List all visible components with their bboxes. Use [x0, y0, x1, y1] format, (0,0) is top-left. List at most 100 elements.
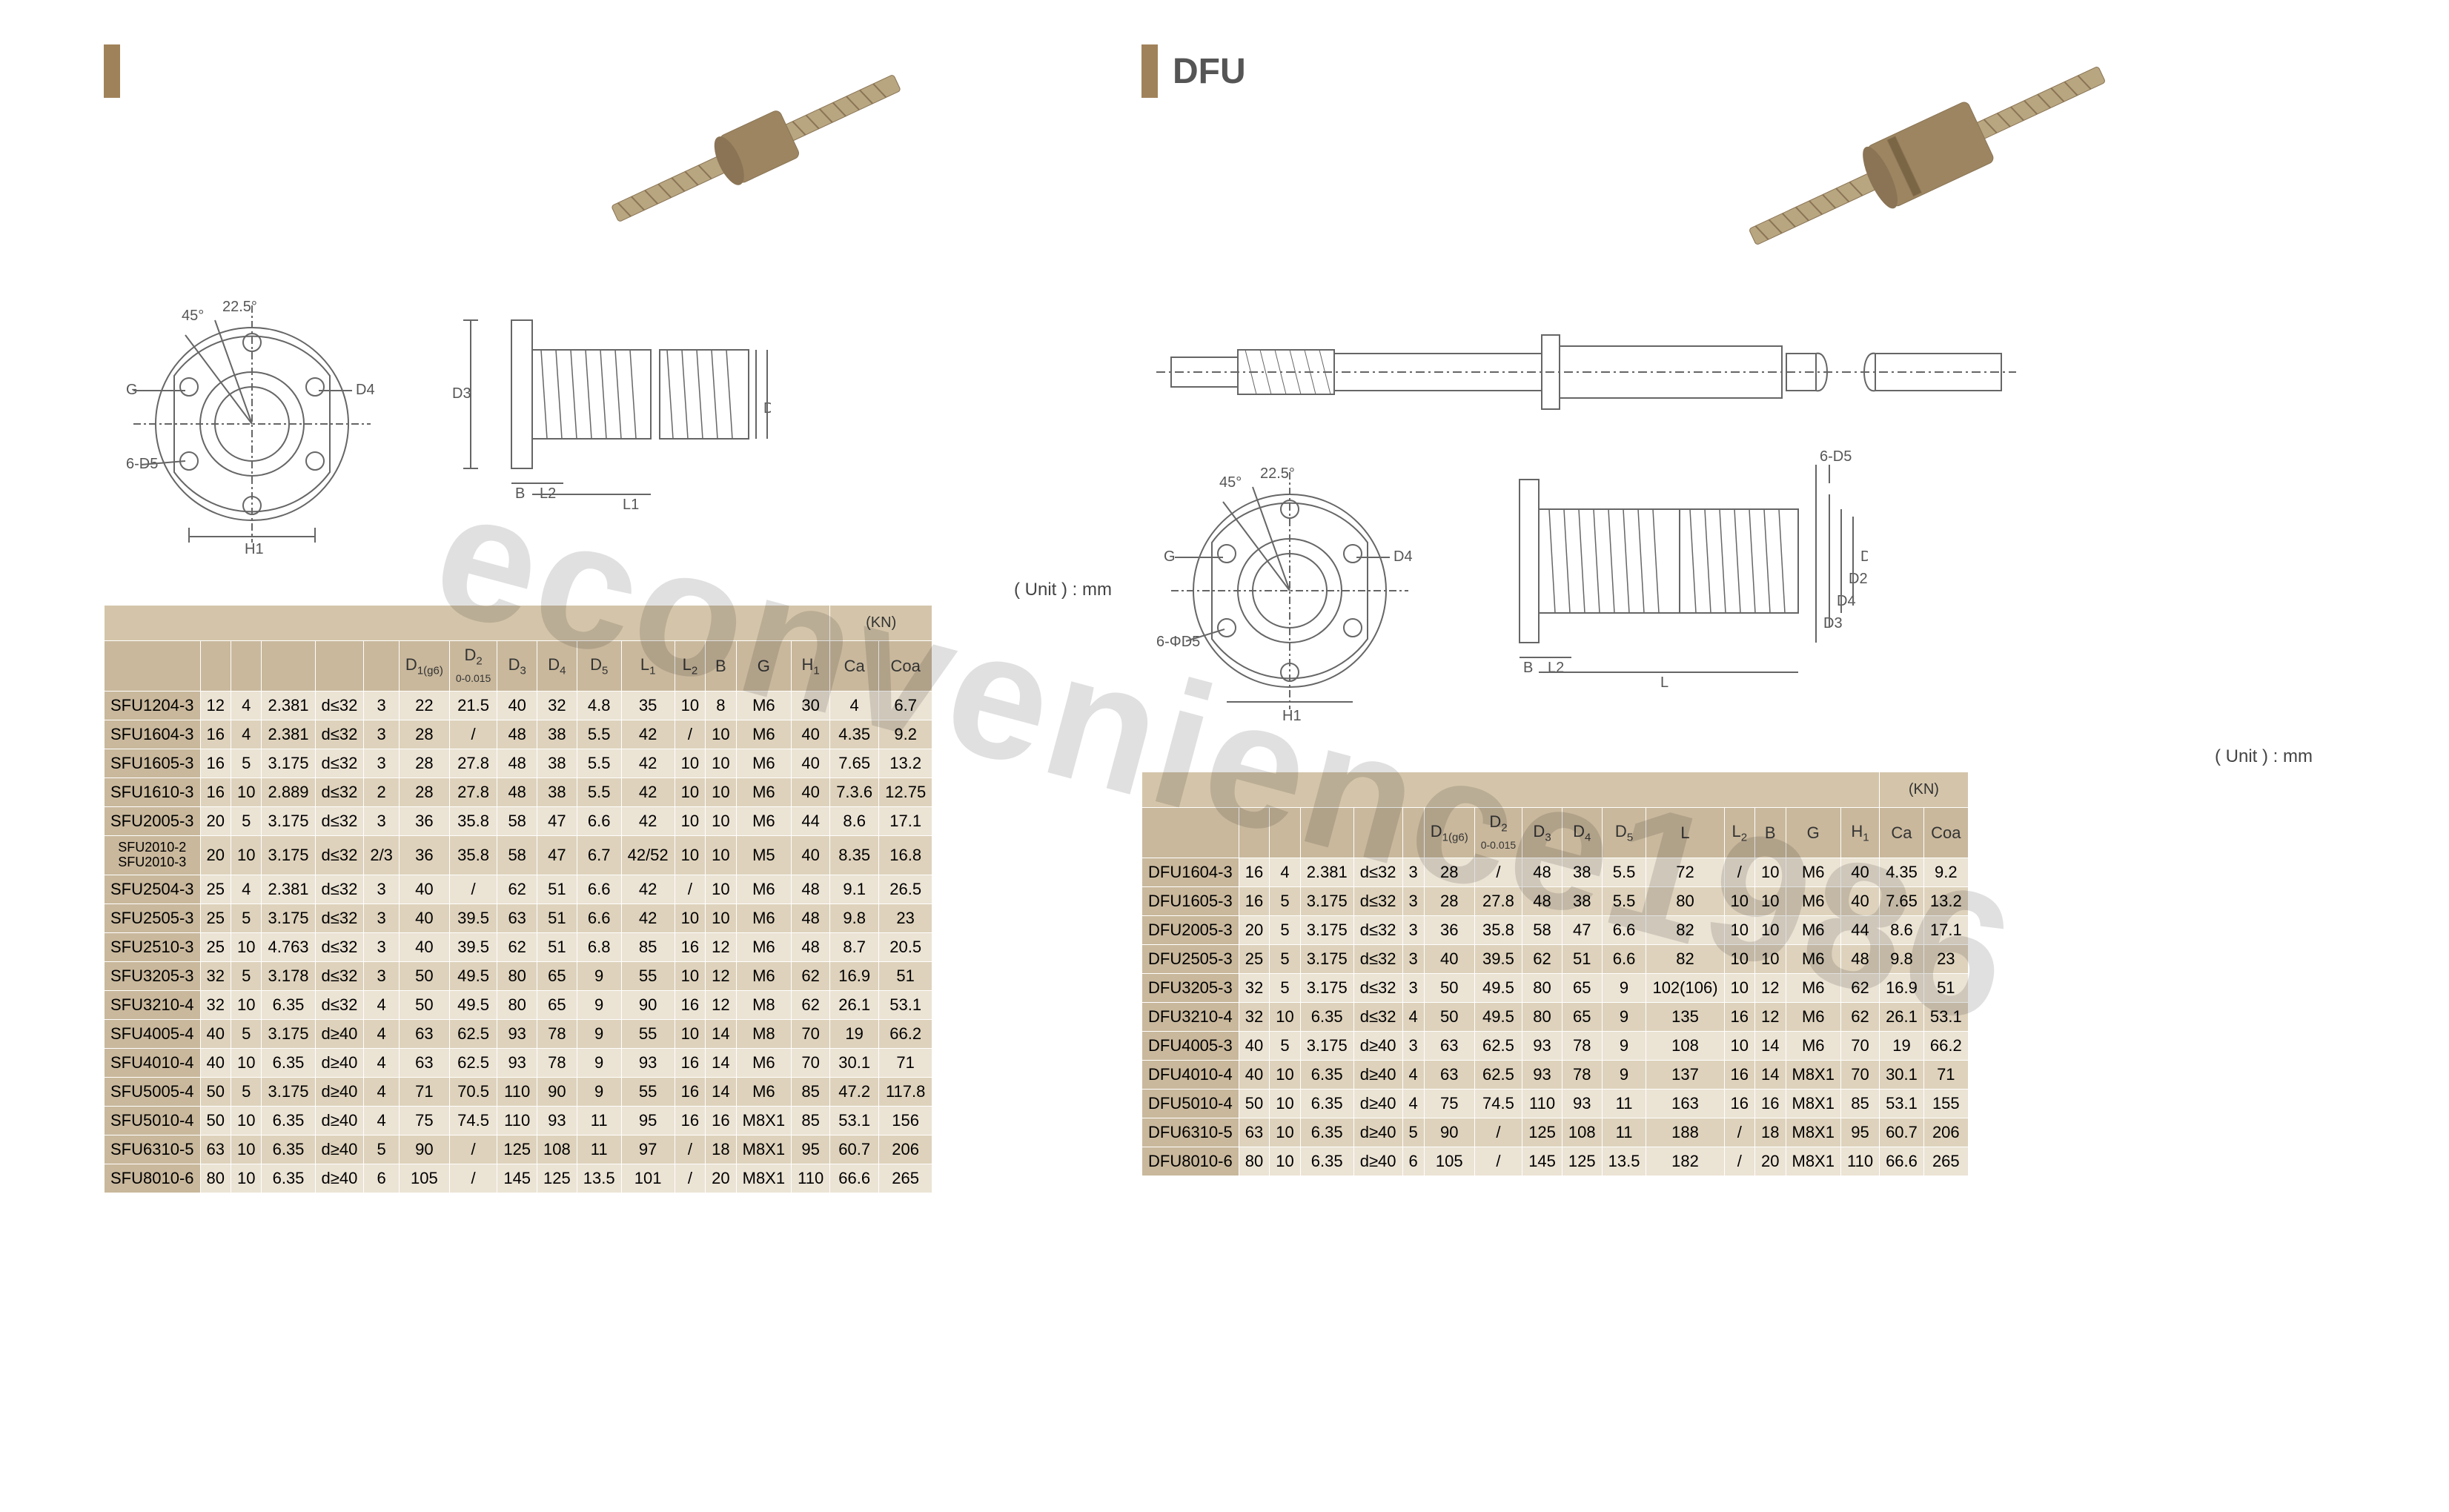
dfu-cell: 108	[1562, 1118, 1602, 1147]
sfu-cell: 74.5	[449, 1106, 497, 1135]
dfu-cell: 78	[1562, 1061, 1602, 1090]
sfu-cell: 10	[675, 778, 705, 807]
sfu-cell: 3	[364, 749, 400, 778]
dfu-cell: 25	[1239, 945, 1269, 974]
sfu-cell: 51	[879, 961, 932, 990]
sfu-cell: 3.175	[262, 1019, 315, 1048]
dfu-cell: d≥40	[1353, 1118, 1402, 1147]
svg-text:L2: L2	[1548, 660, 1564, 676]
dfu-cell: 62.5	[1474, 1032, 1522, 1061]
dfu-col-7: D20-0.015	[1474, 808, 1522, 858]
dfu-cell: M6	[1786, 858, 1840, 887]
sfu-cell: 5.5	[577, 749, 621, 778]
sfu-cell: 25	[200, 903, 231, 932]
sfu-cell: 27.8	[449, 749, 497, 778]
sfu-cell: /	[675, 1164, 705, 1193]
sfu-cell: 62	[497, 875, 537, 903]
sfu-cell: 30.1	[830, 1048, 879, 1077]
sfu-cell: 62.5	[449, 1048, 497, 1077]
dfu-cell: 10	[1270, 1061, 1300, 1090]
dfu-cell: 32	[1239, 1003, 1269, 1032]
sfu-cell: 70.5	[449, 1077, 497, 1106]
sfu-cell: 10	[675, 961, 705, 990]
dfu-cell: 36	[1424, 916, 1474, 945]
sfu-cell: 5.5	[577, 778, 621, 807]
sfu-cell: 10	[706, 807, 736, 836]
dfu-cell: 40	[1424, 945, 1474, 974]
sfu-cell: 5	[231, 749, 262, 778]
sfu-cell: M6	[736, 1048, 791, 1077]
dfu-cell: DFU2505-3	[1142, 945, 1239, 974]
sfu-cell: 66.6	[830, 1164, 879, 1193]
dfu-cell: 108	[1646, 1032, 1724, 1061]
sfu-cell: 48	[792, 875, 830, 903]
dfu-cell: 40	[1239, 1061, 1269, 1090]
dfu-col-13: B	[1755, 808, 1786, 858]
sfu-row: SFU4010-440106.35d≥4046362.593789931614M…	[105, 1048, 932, 1077]
dfu-cell: M8X1	[1786, 1147, 1840, 1176]
dfu-cell: /	[1474, 1147, 1522, 1176]
sfu-cell: 58	[497, 807, 537, 836]
sfu-cell: M8	[736, 990, 791, 1019]
sfu-cell: 12	[706, 961, 736, 990]
sfu-cell: SFU3205-3	[105, 961, 201, 990]
sfu-cell: 3.175	[262, 749, 315, 778]
sfu-cell: M6	[736, 807, 791, 836]
sfu-cell: M6	[736, 875, 791, 903]
sfu-cell: 16	[200, 720, 231, 749]
sfu-cell: 11	[577, 1135, 621, 1164]
sfu-cell: 22	[399, 692, 449, 720]
dfu-cell: d≤32	[1353, 1003, 1402, 1032]
dfu-cell: 62	[1522, 945, 1562, 974]
dfu-cell: 16.9	[1880, 974, 1924, 1003]
dfu-cell: 4.35	[1880, 858, 1924, 887]
dfu-cell: 125	[1562, 1147, 1602, 1176]
dfu-col-16: Ca	[1880, 808, 1924, 858]
dfu-cell: 63	[1239, 1118, 1269, 1147]
sfu-cell: 18	[706, 1135, 736, 1164]
dfu-cell: 75	[1424, 1090, 1474, 1118]
sfu-cell: 85	[792, 1106, 830, 1135]
dfu-cell: 62	[1840, 1003, 1879, 1032]
sfu-cell: 6	[364, 1164, 400, 1193]
sfu-col-13: B	[706, 641, 736, 692]
dfu-col-10: D5	[1602, 808, 1646, 858]
sfu-cell: 6.35	[262, 1135, 315, 1164]
sfu-cell: 9	[577, 1077, 621, 1106]
dfu-cell: 80	[1522, 974, 1562, 1003]
sfu-cell: /	[675, 1135, 705, 1164]
sfu-cell: d≥40	[315, 1048, 364, 1077]
sfu-cell: 28	[399, 720, 449, 749]
dfu-cell: 35.8	[1474, 916, 1522, 945]
dfu-cell: 23	[1923, 945, 1968, 974]
dfu-cell: M6	[1786, 887, 1840, 916]
sfu-cell: SFU3210-4	[105, 990, 201, 1019]
svg-text:D3: D3	[452, 385, 471, 402]
sfu-cell: 125	[537, 1164, 577, 1193]
dfu-cell: 16	[1239, 887, 1269, 916]
section-sfu: 45° 22.5° G 6-D5 D4 H1	[104, 44, 1141, 1193]
sfu-cell: 35.8	[449, 807, 497, 836]
sfu-row: SFU2010-2SFU2010-320103.175d≤322/33635.8…	[105, 836, 932, 875]
dfu-cell: 9.8	[1880, 945, 1924, 974]
sfu-cell: 30	[792, 692, 830, 720]
sfu-cell: 20	[200, 836, 231, 875]
sfu-col-8: D3	[497, 641, 537, 692]
dfu-cell: 3.175	[1300, 916, 1353, 945]
dfu-cell: 110	[1522, 1090, 1562, 1118]
sfu-cell: 265	[879, 1164, 932, 1193]
sfu-cell: 95	[792, 1135, 830, 1164]
dfu-cell: 7.65	[1880, 887, 1924, 916]
sfu-cell: 50	[200, 1077, 231, 1106]
sfu-cell: 4	[231, 692, 262, 720]
sfu-cell: 3.175	[262, 903, 315, 932]
dfu-cell: 102(106)	[1646, 974, 1724, 1003]
sfu-cell: 49.5	[449, 990, 497, 1019]
sfu-cell: 9.8	[830, 903, 879, 932]
sfu-cell: 3.175	[262, 1077, 315, 1106]
sfu-cell: 3	[364, 961, 400, 990]
dfu-cell: M6	[1786, 974, 1840, 1003]
sfu-cell: /	[675, 720, 705, 749]
sfu-row: SFU2504-32542.381d≤32340/62516.642/10M64…	[105, 875, 932, 903]
sfu-cell: 40	[399, 932, 449, 961]
